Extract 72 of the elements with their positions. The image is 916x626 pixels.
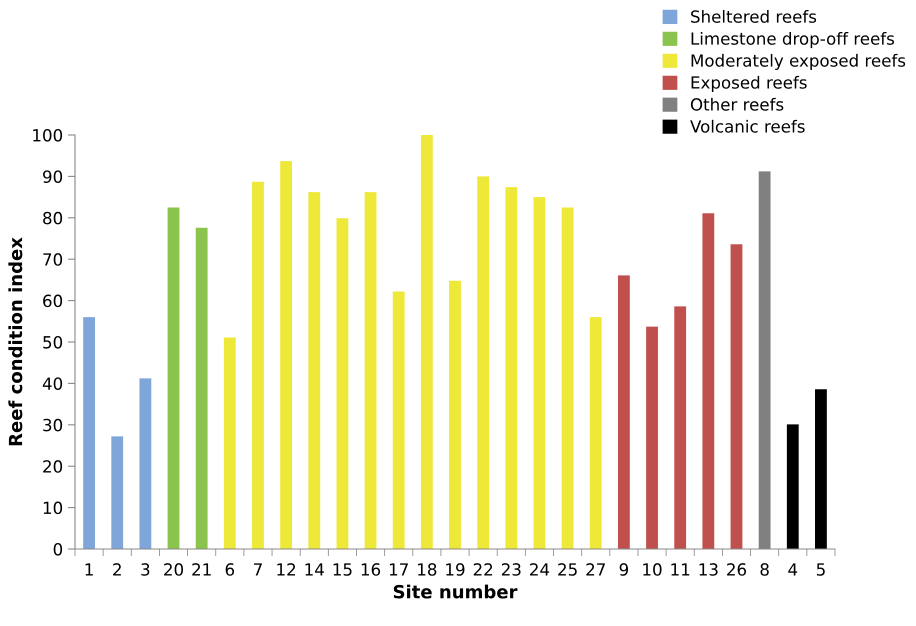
bar (702, 213, 714, 549)
y-tick-label: 80 (43, 212, 62, 224)
x-tick-label: 14 (305, 563, 324, 576)
legend-label: Moderately exposed reefs (692, 54, 906, 70)
x-tick-label: 8 (760, 563, 769, 576)
x-tick-label: 17 (390, 563, 408, 576)
bar (534, 197, 546, 549)
x-tick-label: 26 (727, 563, 746, 576)
x-tick-label: 3 (141, 563, 150, 576)
x-tick-label: 25 (558, 563, 577, 576)
bar (505, 187, 518, 549)
bar (364, 192, 376, 549)
bar (646, 326, 658, 549)
x-tick-label: 23 (502, 563, 521, 576)
x-tick-label: 7 (254, 563, 262, 576)
x-tick-label: 5 (816, 563, 825, 576)
y-tick-label: 40 (42, 377, 62, 390)
bar (224, 337, 236, 549)
x-tick-label: 20 (164, 563, 184, 576)
x-tick-label: 18 (418, 563, 436, 576)
bar (139, 378, 152, 549)
legend-label: Sheltered reefs (691, 10, 816, 23)
bar (392, 291, 405, 549)
x-tick-label: 15 (334, 563, 352, 576)
x-tick-label: 11 (671, 563, 690, 576)
bar (730, 244, 742, 549)
x-tick-label: 1 (86, 563, 93, 576)
y-tick-label: 0 (54, 542, 62, 556)
y-tick-label: 70 (43, 253, 62, 266)
bar (308, 192, 320, 549)
bar (111, 436, 124, 549)
x-tick-label: 2 (113, 563, 121, 576)
bar (83, 317, 95, 549)
x-tick-label: 24 (530, 563, 550, 576)
bar (449, 280, 461, 549)
x-tick-label: 10 (643, 563, 662, 576)
y-tick-label: 60 (43, 294, 62, 308)
bar (252, 182, 264, 549)
y-tick-label: 30 (43, 418, 62, 432)
x-tick-label: 21 (192, 563, 211, 576)
x-tick-label: 27 (586, 563, 605, 576)
y-tick-label: 90 (43, 170, 62, 183)
x-tick-label: 4 (788, 563, 798, 576)
x-tick-label: 13 (700, 563, 718, 576)
bar (815, 389, 827, 549)
y-tick-label: 50 (43, 336, 62, 349)
bar (590, 317, 602, 549)
y-axis-title: Reef condition index (8, 237, 22, 446)
bar (477, 176, 490, 549)
legend-label: Exposed reefs (692, 76, 807, 92)
bar (196, 228, 208, 549)
bar (336, 218, 348, 549)
bar (280, 161, 292, 549)
x-tick-label: 16 (362, 563, 380, 576)
bar (618, 275, 630, 549)
x-tick-label: 12 (277, 563, 296, 576)
bar (420, 135, 433, 549)
x-tick-label: 9 (620, 563, 628, 576)
x-tick-label: 19 (446, 563, 464, 576)
y-tick-label: 100 (33, 128, 62, 142)
bar (562, 207, 574, 549)
legend-label: Volcanic reefs (690, 120, 805, 133)
bar (786, 424, 799, 549)
legend-label: Other reefs (690, 98, 784, 111)
x-tick-label: 22 (474, 563, 492, 576)
bar (674, 306, 686, 549)
legend-label: Limestone drop-off reefs (692, 32, 894, 48)
y-tick-label: 10 (44, 502, 62, 514)
x-tick-label: 6 (226, 563, 234, 576)
y-tick-label: 20 (43, 460, 62, 473)
bar (168, 207, 180, 549)
x-axis-title: Site number (394, 584, 518, 599)
